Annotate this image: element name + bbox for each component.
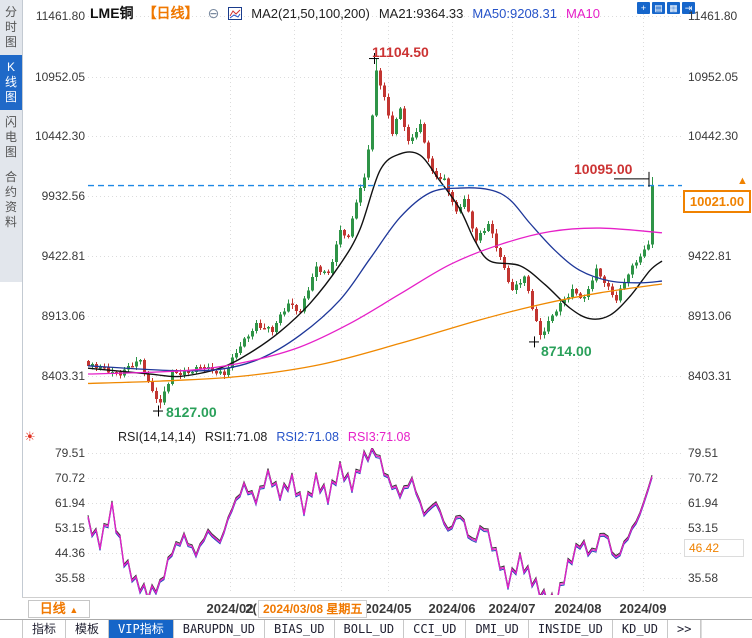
latest-high-annotation: 10095.00 [574, 161, 633, 177]
high-annotation: 11104.50 [372, 44, 429, 60]
pop-out-icon[interactable]: ⇥ [682, 2, 695, 14]
rsi-axis-label: 35.58 [688, 571, 719, 585]
bottom-tab[interactable]: BOLL_UD [335, 620, 405, 638]
x-axis-label: 2024/02 [206, 601, 254, 616]
price-axis-label: 9422.81 [688, 249, 732, 263]
rsi2-value: RSI2:71.08 [276, 430, 339, 444]
rsi-axis-label: 70.72 [688, 471, 719, 485]
indicator-chart-icon[interactable] [228, 6, 243, 20]
x-axis-label: 2024/06 [428, 601, 476, 616]
dropdown-arrow-icon: ▲ [69, 605, 79, 615]
price-axis-label: 11461.80 [688, 9, 738, 23]
price-axis-label: 10442.30 [34, 129, 85, 143]
price-axis-label: 8403.31 [41, 369, 85, 383]
x-axis-label: 2024/05 [364, 601, 412, 616]
x-axis: 日线 ▲ 2024/02 2( 2024/05 2024/06 2024/07 2024/… [22, 597, 752, 619]
link-toggle-icon[interactable]: ⊖ [207, 4, 220, 21]
rsi-title: RSI(14,14,14) [118, 430, 196, 444]
price-axis-label: 10952.05 [688, 70, 739, 84]
bottom-tab[interactable]: >> [668, 620, 702, 638]
tab-bar-corner [0, 620, 23, 638]
rsi3-value: RSI3:71.08 [347, 430, 411, 444]
rsi-axis-label: 70.72 [54, 471, 85, 485]
period-dropdown-button[interactable]: 日线 ▲ [28, 600, 90, 618]
rsi-axis-label: 44.36 [54, 546, 85, 560]
bottom-tab-bar: 指标 模板 VIP指标 BARUPDN_UD BIAS_UD BOLL_UD CCI_UD D… [0, 619, 752, 638]
rsi-axis-label: 53.15 [688, 521, 719, 535]
rsi-axis-label: 79.51 [54, 446, 85, 460]
bottom-tab[interactable]: BIAS_UD [265, 620, 335, 638]
pan-icon[interactable]: + [637, 2, 650, 14]
price-axis-label: 8913.06 [688, 309, 732, 323]
rsi-header: RSI(14,14,14) RSI1:71.08 RSI2:71.08 RSI3… [118, 430, 410, 444]
price-axis-label: 11461.80 [35, 9, 85, 23]
date-tooltip: 2024/03/08 星期五 [258, 600, 368, 618]
price-axis-label: 8403.31 [688, 369, 732, 383]
rsi-settings-icon[interactable]: ☀ [24, 429, 36, 444]
sidebar-item[interactable]: 分时图 [4, 5, 17, 49]
bottom-tab[interactable]: KD_UD [613, 620, 668, 638]
period-tag: 【日线】 [142, 5, 199, 21]
x-axis-label: 2024/07 [488, 601, 536, 616]
tab-list: 指标 模板 VIP指标 BARUPDN_UD BIAS_UD BOLL_UD CCI_UD D… [23, 620, 702, 638]
price-up-arrow-icon: ▲ [737, 175, 748, 187]
price-axis-label: 10442.30 [688, 129, 739, 143]
bottom-tab[interactable]: CCI_UD [404, 620, 467, 638]
tab-bar-filler [701, 620, 752, 638]
price-axis-label: 8913.06 [41, 309, 85, 323]
ma100-value: MA10 [565, 5, 600, 21]
price-axis-label: 9422.81 [41, 249, 85, 263]
rsi-axis-label: 53.15 [54, 521, 85, 535]
bottom-tab[interactable]: DMI_UD [466, 620, 529, 638]
rsi-axis-label: 35.58 [54, 571, 85, 585]
ma50-value: MA50:9208.31 [472, 5, 557, 21]
rsi-current-tag: 46.42 [684, 539, 744, 557]
rsi-axis-label: 61.94 [688, 496, 719, 510]
rsi1-value: RSI1:71.08 [204, 430, 268, 444]
sidebar-item[interactable]: 合约资料 [4, 170, 17, 229]
symbol-name: LME铜 [90, 5, 134, 21]
ma-settings-label: MA2(21,50,100,200) [251, 5, 370, 21]
bottom-tab[interactable]: 模板 [66, 620, 110, 638]
sidebar-item[interactable]: 闪电图 [4, 115, 17, 159]
bottom-tab[interactable]: INSIDE_UD [529, 620, 613, 638]
axis-left-icon[interactable]: ▤ [652, 2, 665, 14]
low-annotation-feb: 8127.00 [166, 404, 217, 420]
rsi-axis-label: 79.51 [688, 446, 719, 460]
chart-header: LME铜 【日线】 ⊖ MA2(21,50,100,200) MA21:9364… [90, 3, 600, 23]
ma21-value: MA21:9364.33 [378, 5, 464, 21]
axis-right-icon[interactable]: ▦ [667, 2, 680, 14]
price-axis-label: 9932.56 [41, 189, 85, 203]
price-axis-label: 10952.05 [34, 70, 85, 84]
x-axis-label: 2024/08 [554, 601, 602, 616]
rsi-axis-label: 61.94 [54, 496, 85, 510]
bottom-tab[interactable]: BARUPDN_UD [174, 620, 265, 638]
x-axis-label: 2( [245, 601, 257, 616]
chart-toolbar: + ▤ ▦ ⇥ [637, 2, 695, 14]
bottom-tab[interactable]: VIP指标 [109, 620, 174, 638]
low-annotation-aug: 8714.00 [541, 343, 592, 359]
latest-price-tag: 10021.00 [683, 190, 751, 213]
x-axis-label: 2024/09 [619, 601, 667, 616]
bottom-tab[interactable]: 指标 [23, 620, 67, 638]
